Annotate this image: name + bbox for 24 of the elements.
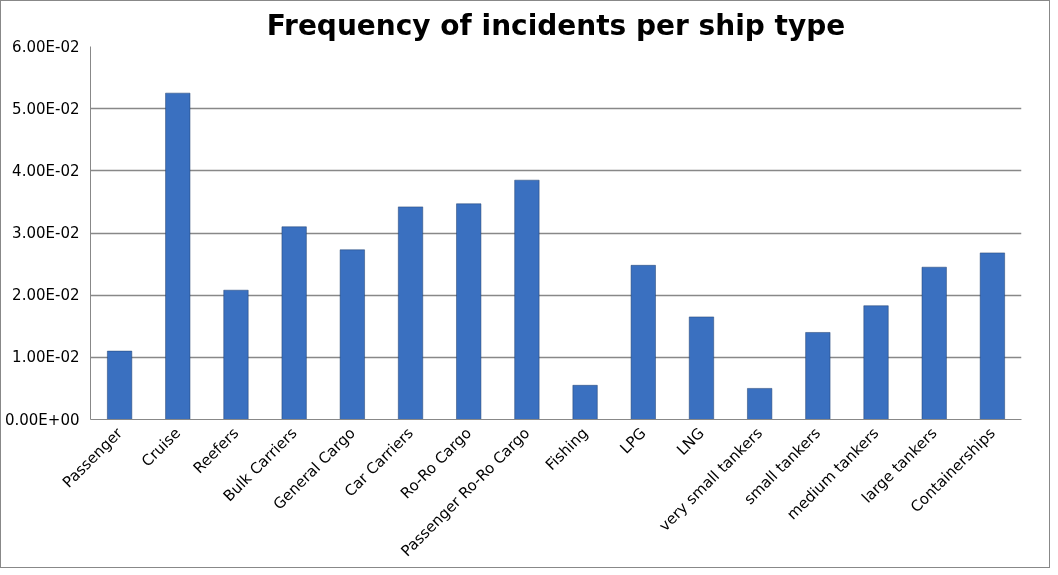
bar	[805, 332, 831, 420]
bar	[223, 289, 249, 420]
bar	[689, 316, 714, 420]
y-tick-label: 5.00E-02	[12, 99, 80, 118]
chart-title: Frequency of incidents per ship type	[266, 8, 846, 42]
bar	[572, 385, 598, 420]
bar	[165, 92, 191, 420]
bar	[921, 266, 947, 420]
bar	[630, 265, 656, 420]
bar	[398, 206, 423, 420]
y-tick-label: 3.00E-02	[12, 224, 80, 242]
bar	[107, 350, 133, 420]
y-tick-label: 0.00E+00	[4, 410, 80, 429]
bar	[747, 388, 773, 420]
y-tick-label: 4.00E-02	[12, 161, 80, 180]
bar	[281, 226, 307, 420]
y-tick-label: 1.00E-02	[12, 348, 80, 367]
bar	[863, 305, 889, 420]
y-tick-label: 2.00E-02	[12, 286, 80, 305]
bar	[514, 179, 540, 420]
bar	[339, 249, 365, 420]
y-tick-label: 6.00E-02	[12, 37, 80, 56]
bar	[456, 203, 482, 420]
bar	[979, 252, 1005, 420]
